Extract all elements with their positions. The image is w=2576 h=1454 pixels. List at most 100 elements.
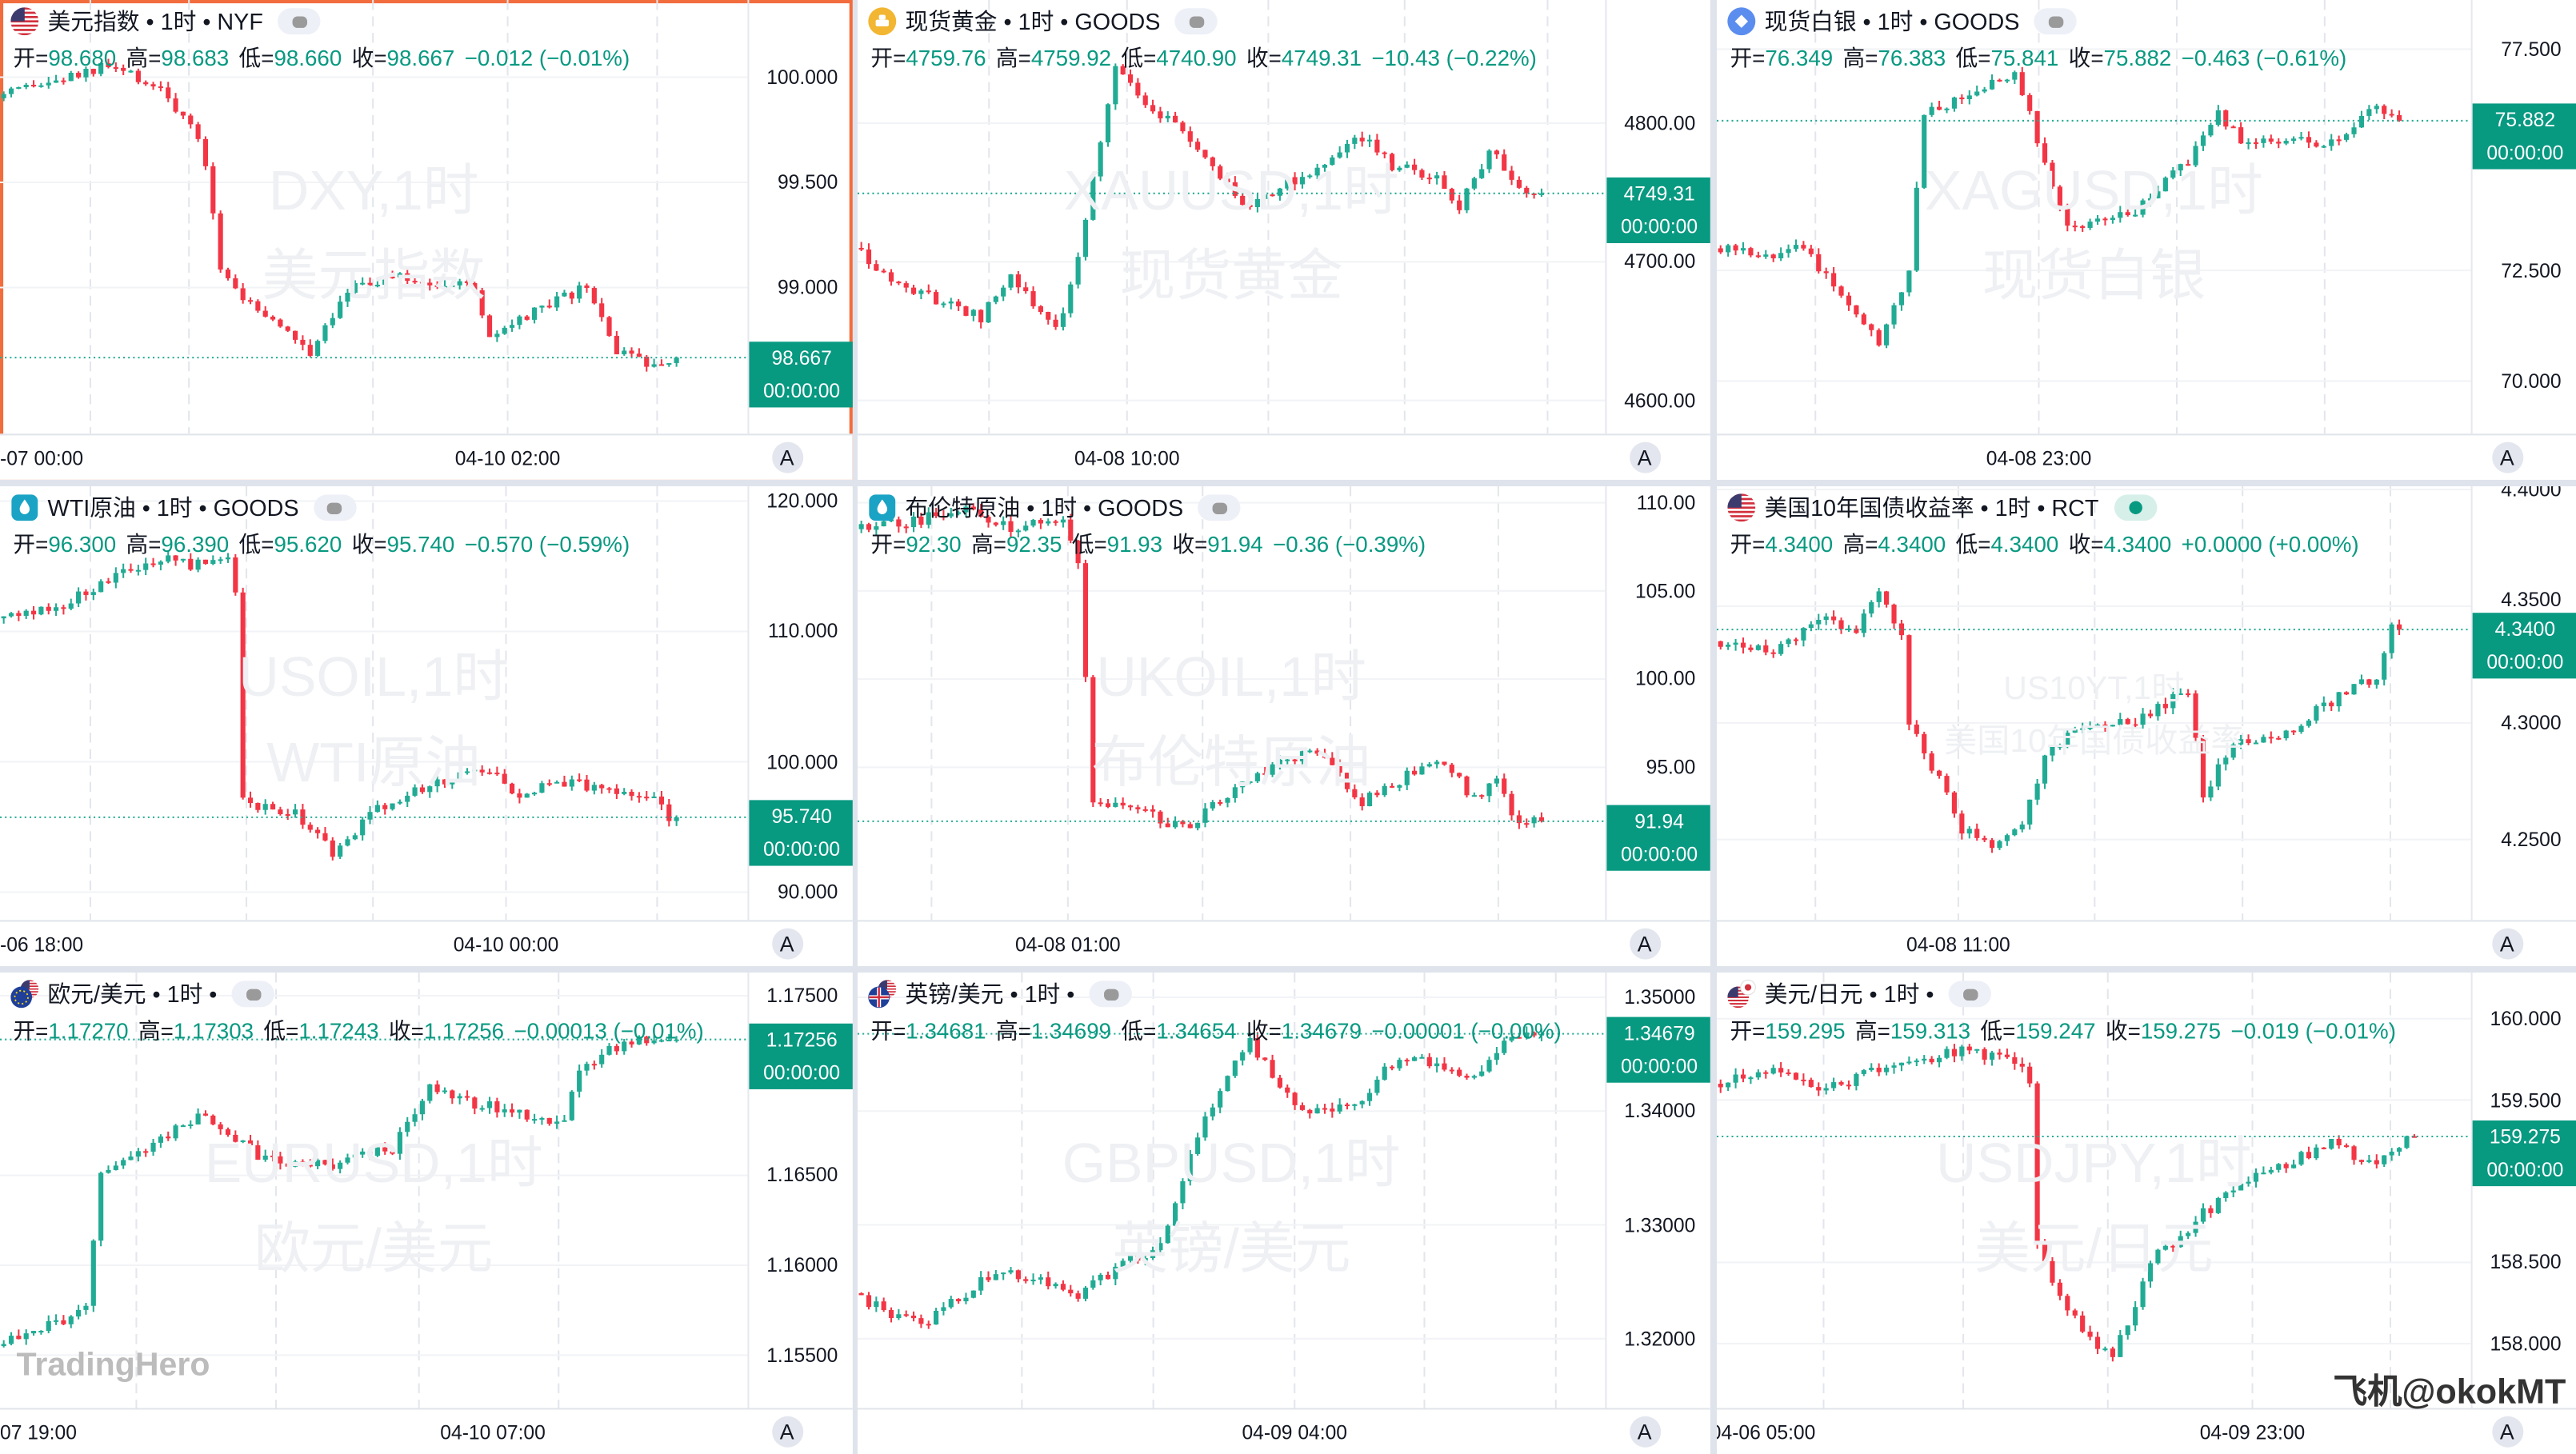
candle [1763,639,1769,656]
status-badge[interactable] [1174,8,1218,35]
symbol-title[interactable]: 美元/日元 • 1时 • [1764,981,1934,1008]
candle [38,82,44,88]
time-axis[interactable]: -06 18:00 04-10 00:00 A [0,920,853,966]
candle [1808,1077,1814,1088]
candle [1068,1284,1074,1297]
time-axis[interactable]: 04-08 01:00 A [857,920,1710,966]
chart-panel-xagusd[interactable]: XAGUSD,1时 现货白银 现货白银 • 1时 • GOODS 开=76.349 高=… [1717,0,2576,480]
price-chart-canvas[interactable] [0,0,748,434]
candle [8,1332,14,1346]
candle [188,553,194,571]
candle [113,567,118,589]
candle [1307,749,1313,753]
price-tick-label: 1.17500 [766,984,838,1008]
candle [1247,781,1253,785]
ohlc-label-close: 收= [2105,1018,2141,1044]
time-axis[interactable]: -07 00:00 04-10 02:00 A [0,433,853,480]
symbol-title[interactable]: 欧元/美元 • 1时 • [47,981,218,1008]
candle [68,1315,74,1328]
auto-scale-button[interactable]: A [2491,1416,2523,1448]
auto-scale-button[interactable]: A [1629,928,1661,960]
candle [345,289,350,307]
price-tick-label: 1.34000 [1624,1099,1696,1123]
price-axis[interactable]: 110.00 105.00 100.00 95.00 91.94 00:00:00 [1605,486,1710,921]
chart-panel-gbpusd[interactable]: GBPUSD,1时 英镑/美元 英镑/美元 • 1时 • 开=1.34681 高=1.3… [857,973,1710,1454]
candle [1786,1069,1791,1077]
status-badge[interactable] [1089,981,1133,1008]
candle [1891,1062,1897,1074]
price-chart-canvas[interactable] [0,486,748,921]
symbol-title[interactable]: 美国10年国债收益率 • 1时 • RCT [1764,494,2099,521]
chart-panel-ukoil[interactable]: UKOIL,1时 布伦特原油 布伦特原油 • 1时 • GOODS 开=92.30 高=… [857,486,1710,966]
price-axis[interactable]: 160.000 159.500 158.500 158.000 159.275 00:00… [2470,973,2576,1408]
price-tick-label: 158.000 [2490,1332,2562,1356]
time-axis[interactable]: 04-08 11:00 A [1717,920,2576,966]
candle [1,91,6,102]
status-badge[interactable] [2034,8,2078,35]
candle [2396,1147,2402,1156]
candle [2306,131,2312,149]
status-badge[interactable] [278,8,321,35]
candle [479,287,485,318]
price-chart-canvas[interactable] [857,973,1606,1408]
candle [46,77,51,89]
candle [2012,1052,2018,1070]
symbol-title[interactable]: 现货黄金 • 1时 • GOODS [905,8,1161,35]
auto-scale-button[interactable]: A [1629,1416,1661,1448]
chart-panel-us10yt[interactable]: US10YT,1时 美国10年国债收益率 美国10年国债收益率 • 1时 • RCT… [1717,486,2576,966]
price-axis[interactable]: 4800.00 4700.00 4600.00 4749.31 00:00:00 [1605,0,1710,434]
status-badge[interactable] [314,494,357,521]
time-axis[interactable]: 04-09 04:00 A [857,1408,1710,1454]
candle [1733,1068,1738,1089]
candle [1299,750,1306,765]
candle [1120,64,1126,75]
symbol-title[interactable]: WTI原油 • 1时 • GOODS [47,494,299,521]
time-axis[interactable]: 04-08 10:00 A [857,433,1710,480]
price-chart-canvas[interactable] [0,973,748,1408]
candle [502,326,507,335]
ohlc-value-open: 1.34681 [906,1018,986,1044]
time-axis[interactable]: 04-08 23:00 A [1717,433,2576,480]
auto-scale-button[interactable]: A [771,441,803,473]
status-badge[interactable] [231,981,275,1008]
price-axis[interactable]: 1.17500 1.16500 1.16000 1.15500 1.17256 00:00… [747,973,853,1408]
time-axis[interactable]: 07 19:00 04-10 07:00 A [0,1408,853,1454]
price-chart-canvas[interactable] [1717,486,2471,921]
chart-panel-dxy[interactable]: DXY,1时 美元指数 美元指数 • 1时 • NYF 开=98.680 高=98.68… [0,0,853,480]
ohlc-label-low: 低= [1121,46,1157,71]
status-badge[interactable] [1198,494,1242,521]
symbol-title[interactable]: 现货白银 • 1时 • GOODS [1764,8,2020,35]
candle [2223,1191,2229,1202]
symbol-title[interactable]: 布伦特原油 • 1时 • GOODS [905,494,1184,521]
candle [1038,1274,1043,1284]
candle [2208,780,2214,801]
symbol-title[interactable]: 英镑/美元 • 1时 • [905,981,1075,1008]
ohlc-values: 开=98.680 高=98.683 低=98.660 收=98.667 −0.012 (… [13,39,639,72]
symbol-title[interactable]: 美元指数 • 1时 • NYF [47,8,263,35]
candle [53,74,59,83]
auto-scale-button[interactable]: A [771,1416,803,1448]
price-chart-canvas[interactable] [1717,0,2471,434]
candle [285,1157,290,1170]
price-axis[interactable]: 1.35000 1.34000 1.33000 1.32000 1.34679 00:00… [1605,973,1710,1408]
price-axis[interactable]: 100.000 99.500 99.000 98.667 00:00:00 [747,0,853,434]
time-axis[interactable]: 04-06 05:00 04-09 23:00 A [1717,1408,2576,1454]
price-chart-canvas[interactable] [1717,973,2471,1408]
auto-scale-button[interactable]: A [1629,441,1661,473]
price-axis[interactable]: 77.500 72.500 70.000 75.882 00:00:00 [2470,0,2576,434]
price-axis[interactable]: 4.4000 4.3500 4.3000 4.2500 4.3400 00:00:00 [2470,486,2576,921]
price-axis[interactable]: 120.000 110.000 100.000 90.000 95.740 00:00:0… [747,486,853,921]
auto-scale-button[interactable]: A [2491,928,2523,960]
ohlc-label-close: 收= [351,46,387,71]
auto-scale-button[interactable]: A [2491,441,2523,473]
status-badge[interactable] [2113,494,2157,521]
chart-panel-usoil[interactable]: USOIL,1时 WTI原油 WTI原油 • 1时 • GOODS 开=96.300 高… [0,486,853,966]
price-chart-canvas[interactable] [857,0,1606,434]
ohlc-label-close: 收= [1246,46,1282,71]
price-tick-label: 110.00 [1636,491,1696,514]
status-badge[interactable] [1948,981,1992,1008]
chart-panel-xauusd[interactable]: XAUUSD,1时 现货黄金 现货黄金 • 1时 • GOODS 开=4759.76 高… [857,0,1710,480]
candle [90,1239,96,1312]
auto-scale-button[interactable]: A [771,928,803,960]
candle [2382,1155,2387,1168]
